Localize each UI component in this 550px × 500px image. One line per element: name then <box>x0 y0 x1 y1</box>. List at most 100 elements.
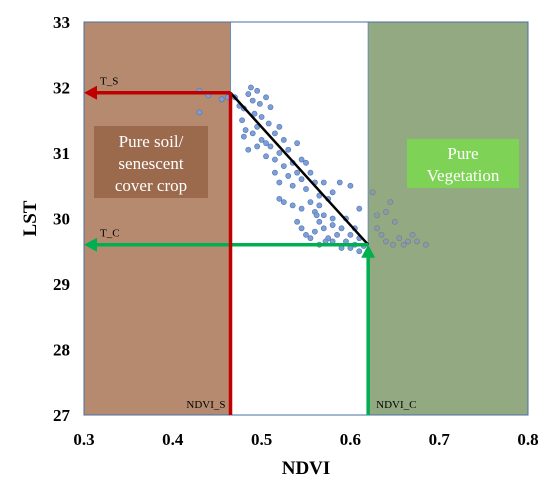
x-axis-ticks: 0.3 0.4 0.5 0.6 0.7 0.8 <box>73 430 538 449</box>
scatter-point <box>298 176 305 183</box>
scatter-point <box>387 199 394 206</box>
scatter-point <box>329 189 336 196</box>
scatter-point <box>396 235 403 242</box>
scatter-point <box>263 140 269 147</box>
scatter-point <box>320 179 327 186</box>
y-tick-label: 33 <box>53 13 70 32</box>
scatter-point <box>258 114 265 120</box>
scatter-point <box>313 212 320 219</box>
scatter-point <box>285 173 292 179</box>
scatter-point <box>369 189 376 196</box>
scatter-point <box>336 179 343 186</box>
scatter-point <box>239 117 245 124</box>
scatter-point <box>254 87 261 94</box>
scatter-point <box>298 156 305 163</box>
scatter-point <box>383 238 389 245</box>
scatter-point <box>298 225 305 232</box>
scatter-point <box>276 123 283 130</box>
plot-border <box>83 21 529 416</box>
t-s-arrowhead <box>84 85 97 100</box>
scatter-point <box>251 110 258 117</box>
scatter-point <box>294 169 301 176</box>
scatter-point <box>298 205 305 212</box>
y-tick-label: 29 <box>53 275 70 294</box>
scatter-point <box>272 130 278 137</box>
scatter-point <box>196 109 203 116</box>
x-tick-label: 0.7 <box>429 430 451 449</box>
scatter-point <box>240 133 247 140</box>
scatter-point <box>267 143 274 150</box>
y-tick-label: 27 <box>53 406 71 425</box>
vegetation-label-line-1: Pure <box>447 144 478 163</box>
soil-label-box <box>94 126 208 198</box>
scatter-point <box>409 231 416 238</box>
soil-label-line-3: cover crop <box>115 176 187 195</box>
scatter-point <box>374 225 380 232</box>
x-axis-title: NDVI <box>282 458 331 479</box>
ndvi-c-arrowhead <box>361 244 376 258</box>
vegetation-label-line-2: Vegetation <box>427 166 500 185</box>
scatter-point <box>303 231 309 238</box>
scatter-point <box>248 84 254 91</box>
scatter-point <box>249 97 256 104</box>
scatter-point <box>280 163 287 169</box>
scatter-point <box>414 238 420 245</box>
scatter-point <box>256 100 263 107</box>
scatter-point <box>390 241 396 248</box>
t-c-arrowhead <box>84 237 97 252</box>
scatter-point <box>289 182 296 189</box>
scatter-point <box>303 159 309 166</box>
y-tick-label: 28 <box>53 341 70 360</box>
ndvi-s-label: NDVI_S <box>186 399 225 411</box>
x-tick-label: 0.8 <box>517 430 538 449</box>
scatter-point <box>265 120 272 127</box>
y-tick-label: 31 <box>53 144 70 163</box>
vegetation-label-box <box>407 139 519 188</box>
scatter-point <box>272 169 278 176</box>
scatter-point <box>329 222 336 228</box>
dry-edge-line <box>229 91 370 246</box>
scatter-point <box>405 238 412 245</box>
scatter-point <box>303 186 309 192</box>
scatter-point <box>218 96 225 103</box>
scatter-point <box>249 130 256 137</box>
scatter-point <box>307 169 314 176</box>
scatter-point <box>383 209 389 215</box>
x-tick-label: 0.3 <box>73 430 94 449</box>
scatter-point <box>356 248 363 255</box>
scatter-point <box>329 215 336 222</box>
scatter-point <box>391 218 398 225</box>
soil-label-line-1: Pure soil/ <box>119 132 184 151</box>
scatter-point <box>258 136 265 143</box>
vegetation-zone <box>367 21 529 416</box>
scatter-point <box>316 202 323 209</box>
scatter-point <box>289 202 296 209</box>
scatter-point <box>294 140 301 147</box>
scatter-point <box>374 212 380 219</box>
y-tick-label: 30 <box>53 210 70 229</box>
scatter-point <box>316 192 323 199</box>
scatter-point <box>263 153 269 160</box>
scatter-point <box>422 241 429 248</box>
scatter-point <box>285 146 292 153</box>
x-tick-label: 0.4 <box>162 430 184 449</box>
scatter-point <box>334 231 340 238</box>
soil-zone <box>83 21 232 416</box>
y-axis-ticks: 27 28 29 30 31 32 33 <box>53 13 71 425</box>
t-s-label: T_S <box>100 76 118 88</box>
scatter-point <box>400 241 407 248</box>
scatter-point <box>320 225 327 232</box>
scatter-point <box>245 146 252 153</box>
x-tick-label: 0.5 <box>251 430 272 449</box>
scatter-point <box>272 156 278 163</box>
scatter-point <box>316 218 323 225</box>
scatter-point <box>276 195 283 202</box>
scatter-point <box>307 235 314 242</box>
scatter-point <box>378 231 385 238</box>
scatter-point <box>347 231 354 238</box>
soil-label-line-2: senescent <box>118 154 183 173</box>
scatter-point <box>338 225 345 232</box>
scatter-point <box>347 182 354 189</box>
scatter-point <box>280 199 287 206</box>
